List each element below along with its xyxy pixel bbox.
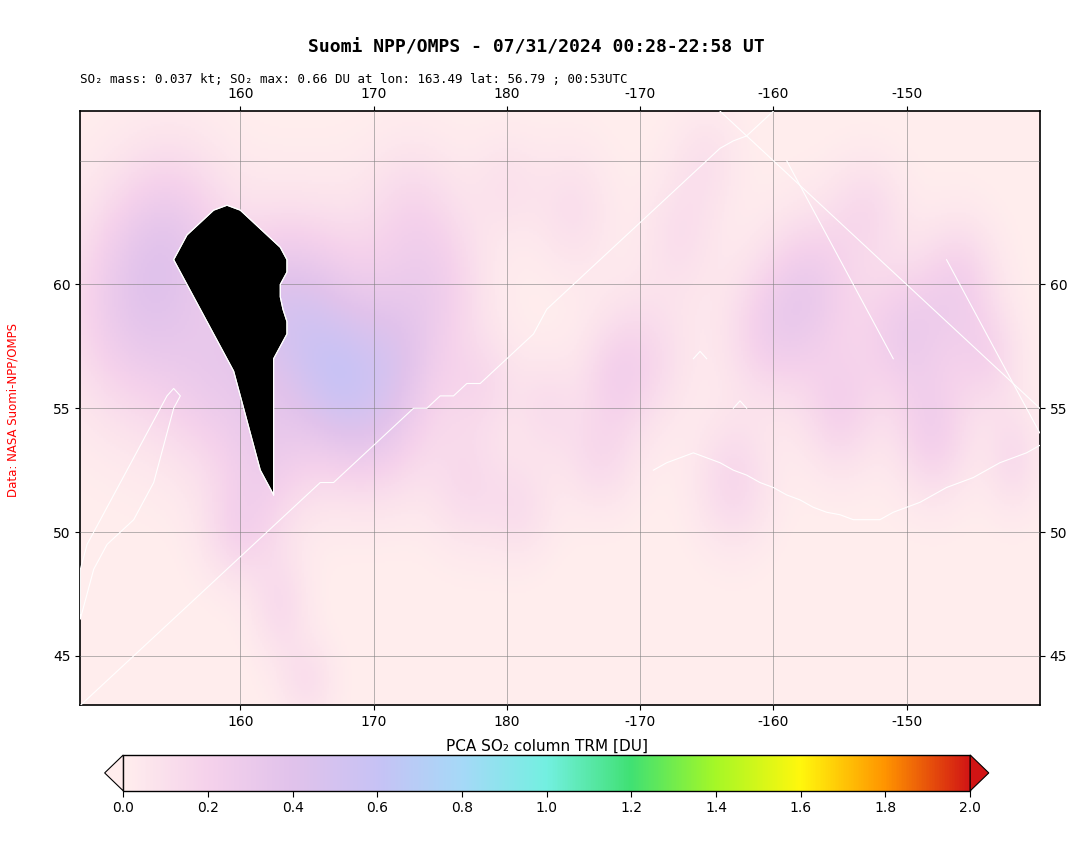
Title: PCA SO₂ column TRM [DU]: PCA SO₂ column TRM [DU]	[446, 739, 647, 754]
Text: Data: NASA Suomi-NPP/OMPS: Data: NASA Suomi-NPP/OMPS	[6, 323, 19, 498]
FancyArrow shape	[105, 755, 123, 791]
Text: Suomi NPP/OMPS - 07/31/2024 00:28-22:58 UT: Suomi NPP/OMPS - 07/31/2024 00:28-22:58 …	[308, 38, 764, 56]
FancyArrow shape	[970, 755, 988, 791]
Text: SO₂ mass: 0.037 kt; SO₂ max: 0.66 DU at lon: 163.49 lat: 56.79 ; 00:53UTC: SO₂ mass: 0.037 kt; SO₂ max: 0.66 DU at …	[80, 73, 628, 86]
Polygon shape	[174, 205, 287, 495]
